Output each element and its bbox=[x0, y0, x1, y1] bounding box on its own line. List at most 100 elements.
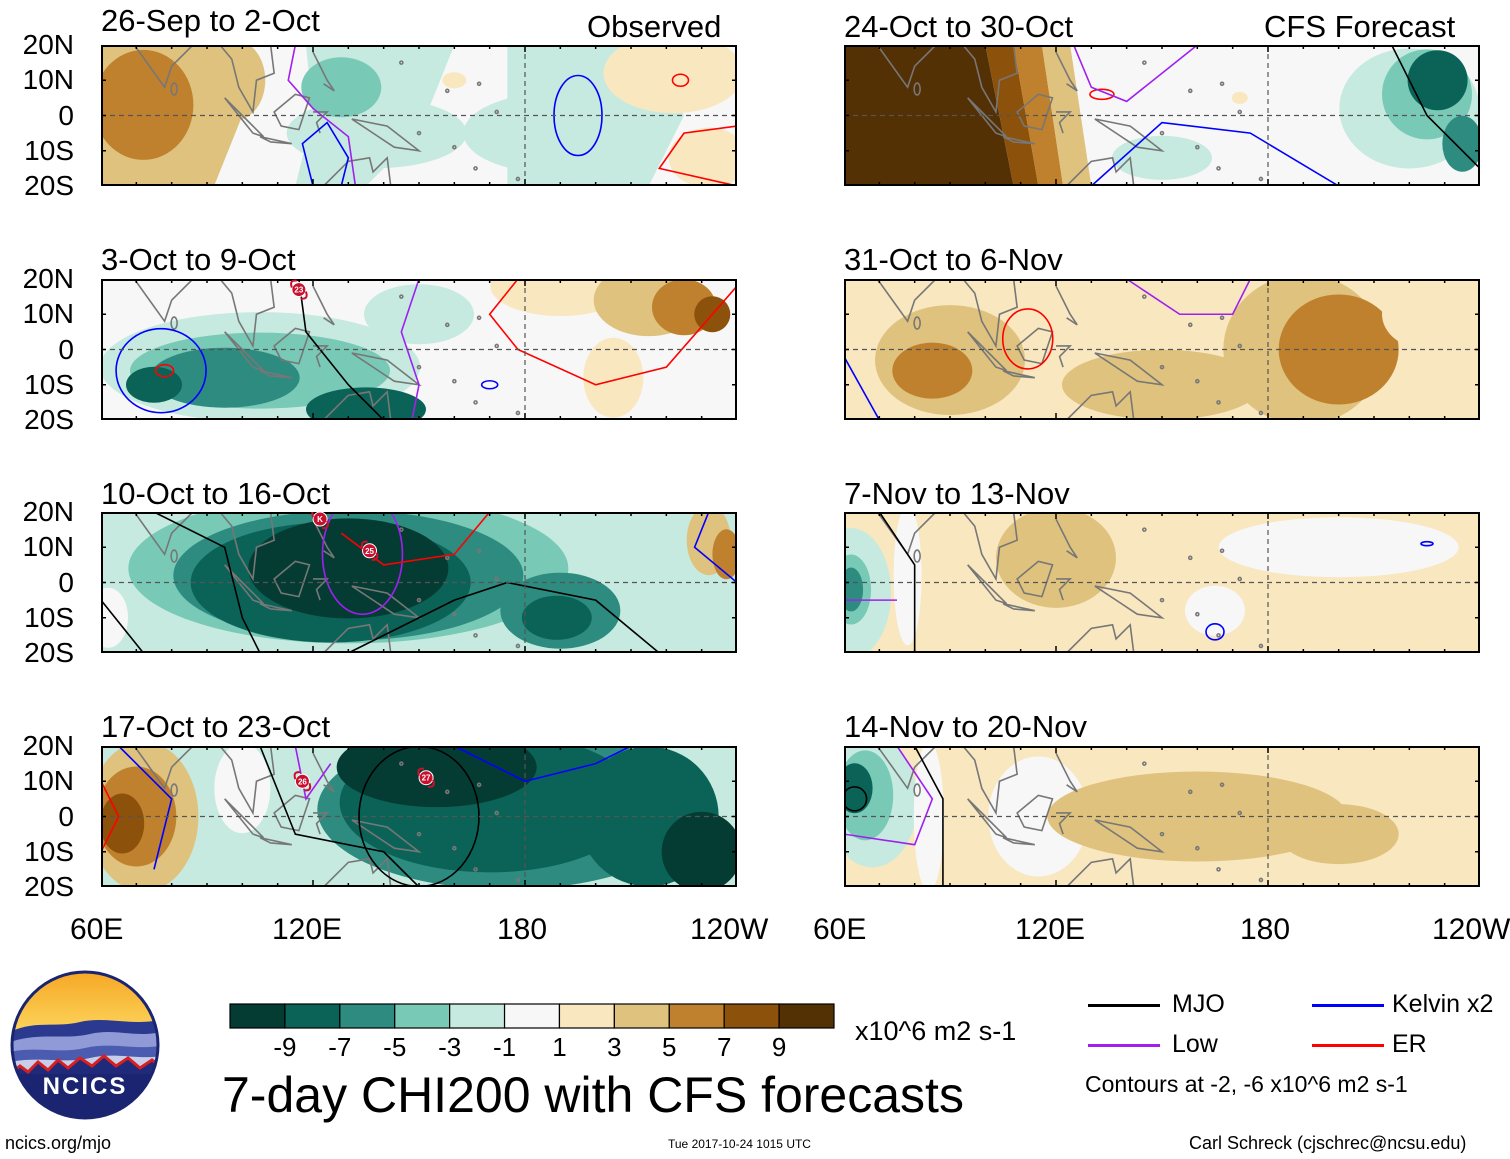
colorbar-label: -9 bbox=[273, 1032, 297, 1062]
colorbar-swatch bbox=[778, 1003, 835, 1029]
storm-marker-23: 23 bbox=[290, 279, 308, 300]
mjo-contour bbox=[913, 746, 944, 887]
axis-ticks bbox=[844, 45, 1480, 186]
anomaly-region bbox=[844, 763, 873, 814]
axis-ticks bbox=[844, 279, 1480, 420]
colorbar-label: 3 bbox=[607, 1032, 622, 1062]
lat-label: 0 bbox=[58, 333, 74, 365]
colorbar-swatch bbox=[394, 1003, 451, 1029]
axis-ticks bbox=[844, 746, 1480, 887]
legend-label-kelvin: Kelvin x2 bbox=[1392, 990, 1494, 1018]
kelvin-contour bbox=[453, 746, 632, 783]
low-contour bbox=[1126, 279, 1252, 316]
anomaly-region bbox=[988, 756, 1089, 877]
colorbar-swatch bbox=[229, 1003, 286, 1029]
observed-column-label: Observed bbox=[587, 9, 722, 44]
panel-title-5: 24-Oct to 30-Oct bbox=[844, 9, 1074, 44]
anomaly-region bbox=[1112, 135, 1212, 180]
coastline bbox=[876, 512, 1264, 653]
panel-title-6: 31-Oct to 6-Nov bbox=[844, 242, 1063, 277]
anomaly-region bbox=[149, 347, 300, 408]
storm-marker-26: 26 bbox=[293, 771, 312, 792]
lat-label: 20N bbox=[22, 29, 74, 60]
anomaly-region bbox=[301, 57, 382, 118]
mjo-contour bbox=[259, 746, 420, 887]
anomaly-region bbox=[1185, 585, 1245, 636]
low-contour bbox=[1072, 45, 1198, 103]
panel-title-2: 3-Oct to 9-Oct bbox=[101, 242, 296, 277]
legend-label-mjo: MJO bbox=[1172, 990, 1225, 1018]
map-panel-observed-2: 23 bbox=[101, 279, 737, 420]
anomaly-region bbox=[306, 387, 426, 420]
colorbar-units: x10^6 m2 s-1 bbox=[855, 1016, 1017, 1046]
lat-label: 0 bbox=[58, 566, 74, 598]
footer-author: Carl Schreck (cjschrec@ncsu.edu) bbox=[1189, 1133, 1467, 1153]
lon-label-120w-right: 120W bbox=[1432, 913, 1510, 946]
storm-marker-label: K bbox=[317, 515, 323, 524]
er-contour bbox=[1089, 88, 1115, 101]
lat-label: 0 bbox=[58, 800, 74, 832]
storm-marker-27: 27 bbox=[417, 767, 435, 788]
lat-label: 20S bbox=[24, 871, 74, 902]
anomaly-region bbox=[583, 337, 644, 418]
storm-marker-label: 26 bbox=[298, 777, 307, 786]
er-contour bbox=[1001, 308, 1054, 370]
lat-label: 20N bbox=[22, 496, 74, 527]
lon-label-60e-right: 60E bbox=[813, 913, 867, 946]
lon-label-180-right: 180 bbox=[1240, 913, 1291, 946]
axis-ticks bbox=[101, 45, 737, 186]
lat-label: 10S bbox=[24, 368, 74, 400]
coastline bbox=[133, 279, 521, 420]
colorbar-swatch bbox=[668, 1003, 725, 1029]
panel-title-3: 10-Oct to 16-Oct bbox=[101, 476, 331, 511]
axis-ticks bbox=[844, 512, 1480, 653]
anomaly-region bbox=[205, 45, 266, 121]
axis-ticks bbox=[101, 512, 737, 653]
panel-title-8: 14-Nov to 20-Nov bbox=[844, 709, 1087, 744]
lon-label-120e-left: 120E bbox=[272, 913, 343, 946]
main-title: 7-day CHI200 with CFS forecasts bbox=[222, 1067, 964, 1123]
anomaly-region bbox=[661, 811, 737, 887]
coastline bbox=[133, 45, 521, 186]
coastline bbox=[133, 512, 521, 653]
lat-label: 10S bbox=[24, 134, 74, 166]
footer-timestamp: Tue 2017-10-24 1015 UTC bbox=[668, 1137, 811, 1151]
mjo-contour bbox=[878, 512, 916, 653]
storm-marker-K: K bbox=[311, 512, 329, 530]
colorbar-swatch bbox=[723, 1003, 780, 1029]
map-panel-observed-4: 26 27 bbox=[101, 746, 737, 887]
kelvin-contour bbox=[1205, 623, 1225, 641]
colorbar-label: -5 bbox=[383, 1032, 407, 1062]
er-contour bbox=[488, 279, 737, 386]
colorbar-swatch bbox=[339, 1003, 396, 1029]
kelvin-contour bbox=[844, 356, 881, 420]
anomaly-region bbox=[521, 595, 592, 640]
legend-line-low bbox=[1088, 1044, 1160, 1047]
lat-label: 20N bbox=[22, 263, 74, 294]
anomaly-region bbox=[892, 342, 973, 399]
anomaly-region bbox=[1231, 91, 1248, 104]
coastline bbox=[133, 746, 521, 887]
colorbar bbox=[229, 1003, 835, 1029]
lat-label: 0 bbox=[58, 99, 74, 131]
anomaly-region bbox=[668, 127, 737, 186]
storm-marker-label: 27 bbox=[422, 774, 431, 783]
lat-label: 10N bbox=[22, 64, 74, 96]
anomaly-region bbox=[214, 746, 271, 834]
er-contour bbox=[657, 125, 737, 186]
anomaly-region bbox=[1382, 279, 1472, 350]
colorbar-label: 9 bbox=[771, 1032, 787, 1062]
anomaly-region bbox=[248, 518, 449, 619]
mjo-contour bbox=[153, 512, 261, 653]
lat-label: 10N bbox=[22, 765, 74, 797]
colorbar-label: -3 bbox=[438, 1032, 462, 1062]
map-panel-forecast-2 bbox=[844, 279, 1480, 420]
mjo-contour bbox=[1390, 45, 1480, 169]
kelvin-contour bbox=[1420, 540, 1434, 547]
lat-label: 10S bbox=[24, 601, 74, 633]
ncics-logo: NCICS bbox=[10, 970, 160, 1120]
footer-website[interactable]: ncics.org/mjo bbox=[5, 1133, 112, 1153]
panel-title-7: 7-Nov to 13-Nov bbox=[844, 476, 1070, 511]
colorbar-label: 1 bbox=[552, 1032, 567, 1062]
legend-label-low: Low bbox=[1172, 1030, 1218, 1058]
